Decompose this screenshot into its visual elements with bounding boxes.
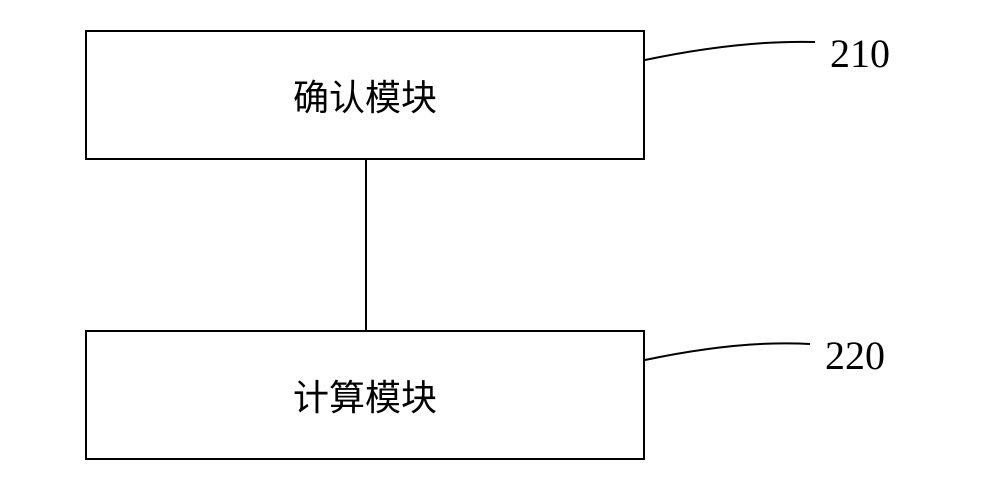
- leader-line-220: [0, 0, 1000, 500]
- ref-label-220: 220: [825, 332, 885, 379]
